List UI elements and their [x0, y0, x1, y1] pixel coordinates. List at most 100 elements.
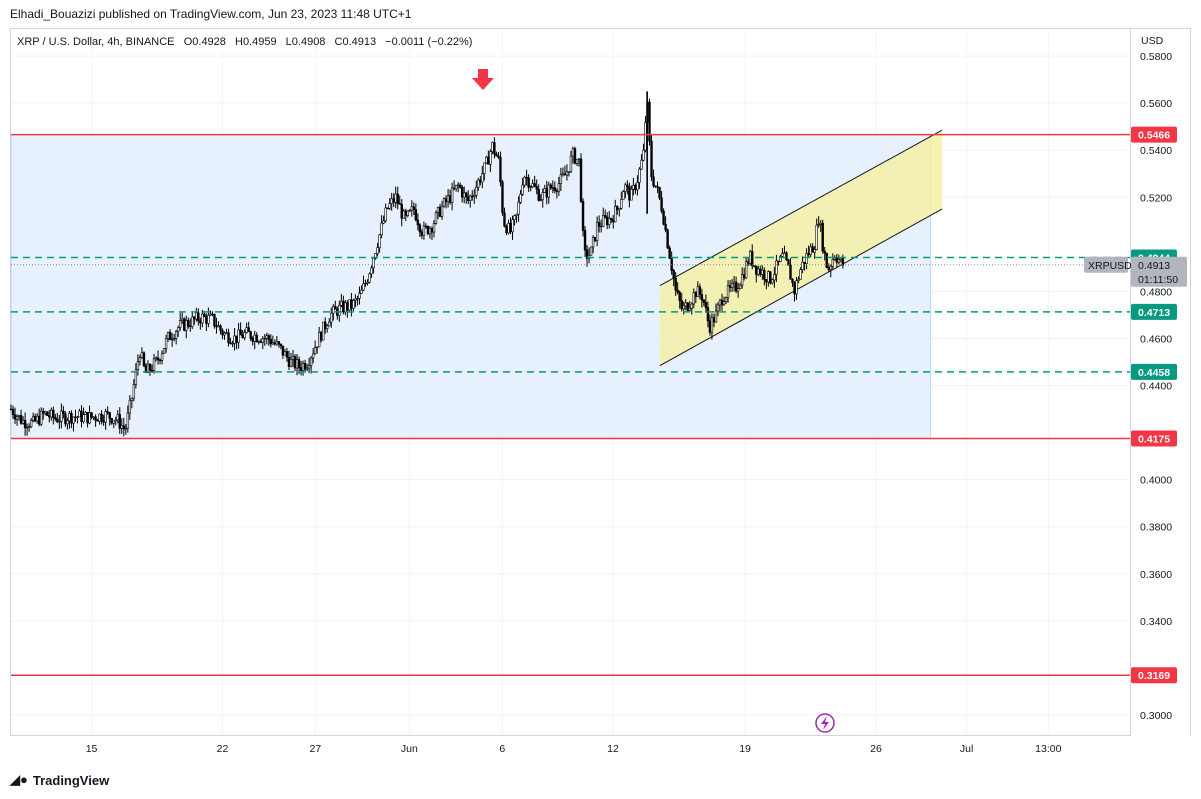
candle-body [779, 256, 782, 262]
candle-body [108, 412, 111, 419]
candle-body [712, 317, 716, 323]
candle-body [378, 234, 381, 248]
candle-body [340, 300, 343, 306]
candle-body [515, 213, 518, 217]
candle-body [785, 252, 788, 260]
candle-body [815, 224, 818, 250]
candle-body [35, 415, 39, 422]
candle-body [547, 184, 550, 198]
candle-body [185, 320, 188, 331]
candle-body [467, 196, 470, 201]
candle-body [692, 292, 696, 305]
candle-body [74, 416, 77, 419]
candle-body [831, 259, 834, 267]
candle-body [44, 411, 47, 414]
last-price-value: 0.4913 [1138, 260, 1170, 272]
candle-body [732, 281, 736, 284]
candle-body [239, 329, 242, 336]
candle-body [56, 418, 59, 423]
candle-body [152, 358, 156, 371]
candle-body [555, 190, 559, 192]
candle-body [678, 292, 681, 301]
y-axis: 0.5800 0.5600 0.5400 0.5200 0.4800 0.4600 0.44… [1140, 35, 1172, 722]
candle-body [481, 173, 484, 183]
candle-body [807, 253, 810, 255]
candle-body [62, 410, 65, 415]
x-tick-label: 27 [310, 743, 322, 755]
candle-body [597, 222, 601, 227]
candle-body [251, 338, 254, 342]
candle-body [84, 412, 87, 415]
candle-body [315, 346, 319, 349]
chart-pane[interactable] [10, 28, 1131, 736]
low-label: L [285, 36, 292, 48]
candle-body [94, 416, 97, 421]
candle-body [485, 156, 488, 164]
candle-body [690, 303, 693, 309]
price-tag-label: 0.4175 [1138, 433, 1170, 445]
candle-body [21, 419, 25, 424]
price-axis[interactable] [1131, 28, 1191, 736]
candle-body [622, 191, 625, 200]
candle-body [128, 399, 132, 414]
candle-body [124, 427, 128, 430]
candle-body [531, 183, 534, 187]
candle-body [213, 313, 216, 327]
candle-body [255, 334, 258, 343]
lightning-icon[interactable] [815, 713, 835, 733]
candle-body [138, 357, 142, 363]
candle-body [837, 259, 841, 263]
candle-body [154, 357, 158, 360]
tradingview-logo[interactable]: ◢● TradingView [10, 772, 109, 788]
candle-body [624, 184, 627, 192]
candle-body [299, 367, 303, 371]
candle-body [593, 236, 597, 241]
candle-body [640, 159, 643, 170]
candle-body [543, 188, 546, 193]
candle-body [577, 158, 581, 160]
candle-body [352, 300, 355, 309]
candle-body [92, 416, 95, 418]
sell-arrow-marker [472, 69, 494, 90]
candle-body [279, 343, 283, 347]
tradingview-wordmark: TradingView [32, 772, 110, 788]
candle-body [438, 207, 442, 217]
candle-body [342, 300, 345, 313]
y-tick-label: 0.5800 [1140, 51, 1172, 63]
candle-body [563, 173, 567, 176]
candle-body [702, 299, 706, 303]
candle-body [513, 215, 516, 220]
candle-body [521, 184, 524, 195]
candle-body [674, 278, 677, 291]
candle-body [483, 162, 486, 174]
candle-body [42, 410, 45, 414]
candle-body [819, 222, 822, 225]
candle-body [698, 286, 702, 295]
candle-body [215, 325, 218, 328]
candle-body [511, 219, 514, 233]
candle-body [183, 318, 186, 331]
candle-body [241, 334, 244, 339]
candle-body [509, 223, 512, 233]
candle-body [70, 412, 73, 424]
candle-body [362, 283, 365, 291]
candle-body [170, 338, 174, 341]
candle-body [25, 426, 29, 429]
candle-body [642, 149, 645, 161]
candle-body [174, 331, 178, 339]
candle-body [404, 210, 407, 216]
candle-body [50, 409, 53, 418]
candle-body [718, 299, 722, 306]
candle-body [759, 268, 762, 275]
candle-body [501, 181, 504, 214]
candle-body [309, 357, 313, 367]
candle-body [545, 188, 548, 198]
candle-body [662, 210, 665, 225]
price-tag-bg [1131, 430, 1177, 447]
price-tag-bg [1131, 126, 1177, 143]
candle-body [537, 188, 540, 201]
change-value: −0.0011 (−0.22%) [385, 36, 473, 48]
candle-body [100, 413, 103, 422]
candle-body [458, 184, 462, 188]
